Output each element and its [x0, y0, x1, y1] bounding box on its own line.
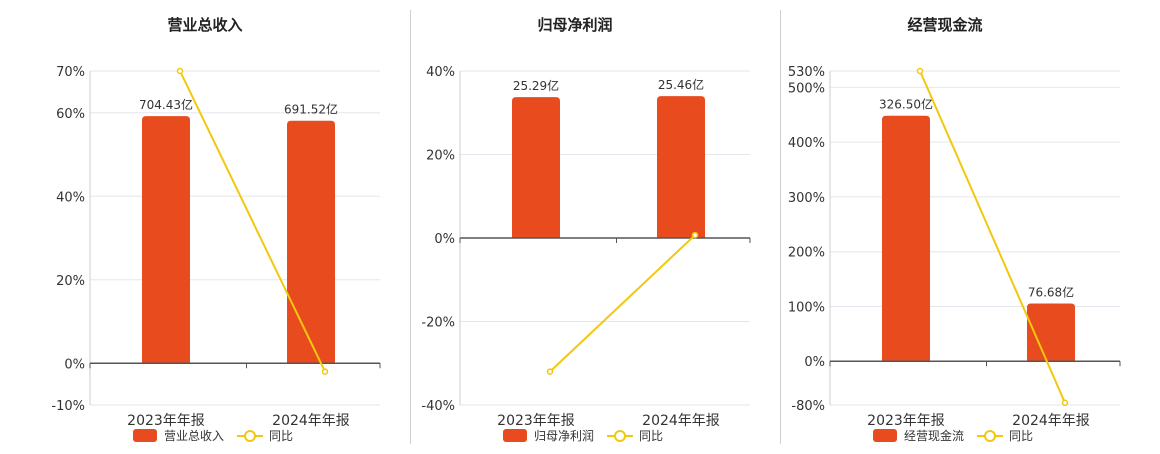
bar	[1027, 303, 1075, 362]
yoy-point	[321, 368, 329, 375]
y-tick-label: -10%	[51, 399, 85, 414]
y-tick-label: 0%	[804, 355, 825, 370]
bar	[142, 116, 190, 364]
panel-divider	[410, 10, 411, 444]
legend-line-label: 同比	[639, 429, 663, 443]
x-category-label: 2023年年报	[867, 413, 945, 429]
chart-title: 营业总收入	[167, 16, 243, 34]
y-tick-label: 530%	[788, 65, 825, 80]
bar-data-label: 25.29亿	[513, 78, 559, 93]
x-category-label: 2024年年报	[642, 413, 720, 429]
x-category-label: 2023年年报	[127, 413, 205, 429]
legend-line-label: 同比	[269, 429, 293, 443]
y-tick-label: 40%	[426, 65, 455, 80]
legend-bar-label: 归母净利润	[534, 429, 594, 443]
legend-bar-swatch	[503, 429, 527, 442]
yoy-line	[919, 70, 1066, 404]
x-category-label: 2024年年报	[272, 413, 350, 429]
x-category-label: 2024年年报	[1012, 413, 1090, 429]
y-tick-label: 500%	[788, 81, 825, 96]
yoy-point	[1061, 399, 1069, 407]
legend-bar-swatch	[133, 429, 157, 442]
chart-cash-flow-svg: 530%500% 400% 300% 200% 100% 0% -80% 326.50亿 76.…	[788, 65, 1121, 443]
y-tick-label: 0%	[64, 357, 85, 372]
legend-line-label: 同比	[1009, 429, 1033, 443]
bar	[882, 115, 930, 362]
chart-panel-cash-flow: 经营现金流 530% 500% 400% 300% 200% 100% 0% -80% 326.…	[760, 0, 1130, 450]
yoy-point	[546, 368, 554, 375]
y-tick-label: -40%	[421, 399, 455, 414]
bar-data-label: 691.52亿	[284, 102, 338, 117]
legend-line-marker	[984, 430, 996, 442]
y-tick-label: -80%	[791, 399, 825, 414]
chart-panel-net-profit: 归母净利润 40% 20% 0% -20% -40% 25.29亿 25.46亿 2023年年…	[390, 0, 760, 450]
y-tick-label: 40%	[56, 190, 85, 205]
bar	[287, 120, 335, 364]
bar-data-label: 704.43亿	[139, 97, 193, 112]
legend-bar-label: 营业总收入	[164, 429, 224, 443]
y-tick-label: 20%	[426, 149, 455, 164]
y-tick-label: -20%	[421, 316, 455, 331]
legend-bar-label: 经营现金流	[904, 428, 964, 443]
yoy-point	[691, 231, 699, 239]
y-tick-label: 60%	[56, 107, 85, 122]
legend-bar-swatch	[873, 429, 897, 442]
y-tick-label: 70%	[56, 65, 85, 80]
panel-divider	[780, 10, 781, 444]
yoy-line	[179, 70, 326, 373]
y-tick-label: 400%	[788, 136, 825, 151]
chart-title: 归母净利润	[537, 16, 613, 34]
chart-title: 经营现金流	[907, 16, 983, 34]
bar-data-label: 326.50亿	[879, 97, 933, 112]
legend-line-marker	[614, 430, 626, 442]
bar-data-label: 25.46亿	[658, 77, 704, 92]
chart-net-profit-svg: 40% 20% 0% -20% -40% 25.29亿 25.46亿 2023年年报 2024年…	[421, 65, 751, 443]
legend-line-marker	[244, 430, 256, 442]
bar-data-label: 76.68亿	[1028, 285, 1074, 300]
bar	[657, 96, 705, 238]
x-category-label: 2023年年报	[497, 413, 575, 429]
y-tick-label: 20%	[56, 274, 85, 289]
chart-panel-revenue: 营业总收入 70% 60% 40% 20% 0% -10% 704.43亿 691.52亿 20…	[20, 0, 390, 450]
chart-revenue-svg: 70% 60% 40% 20% 0% -10% 704.43亿 691.52亿 2023年年报 2…	[51, 65, 381, 443]
yoy-line	[549, 234, 696, 373]
yoy-point	[916, 67, 924, 75]
y-tick-label: 200%	[788, 246, 825, 261]
y-tick-label: 0%	[434, 232, 455, 247]
bar	[512, 97, 560, 238]
y-tick-label: 300%	[788, 191, 825, 206]
y-tick-label: 100%	[788, 300, 825, 315]
yoy-point	[176, 67, 184, 75]
